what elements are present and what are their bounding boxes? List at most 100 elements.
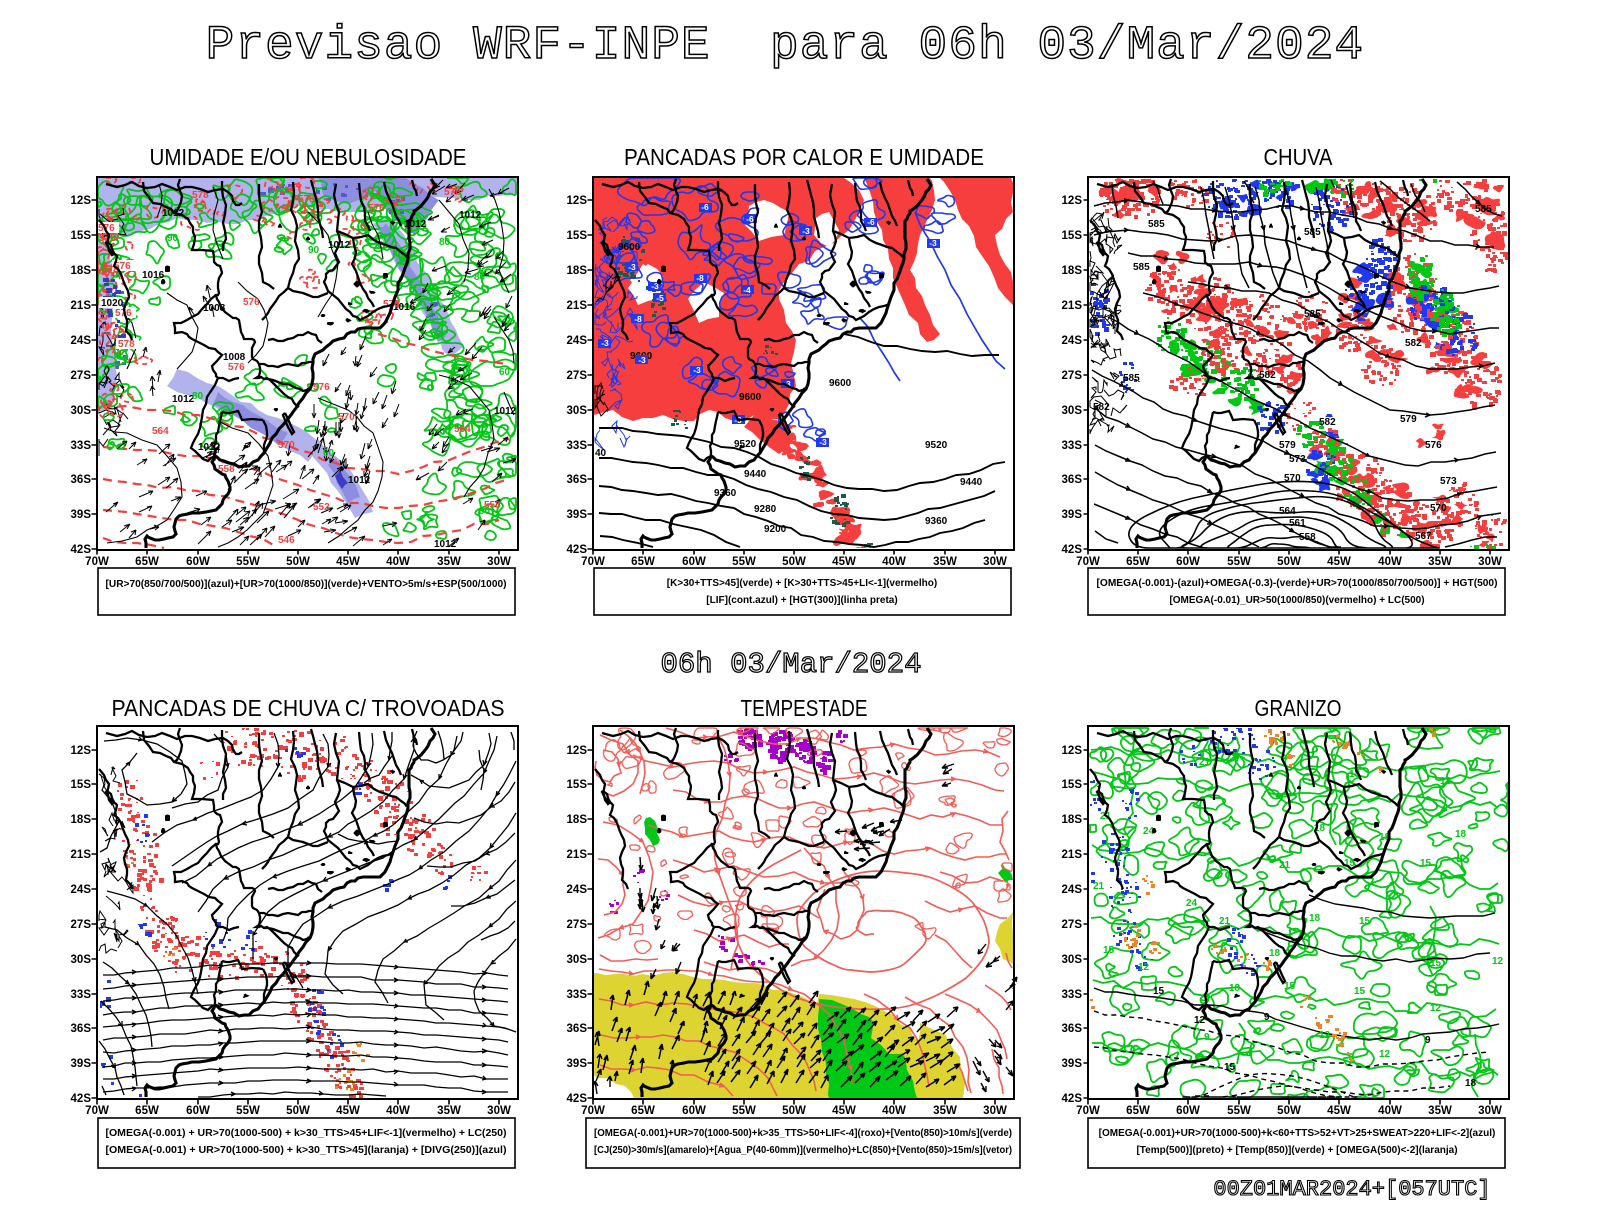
svg-text:80: 80 bbox=[192, 391, 204, 402]
svg-text:576: 576 bbox=[243, 297, 260, 308]
svg-text:585: 585 bbox=[1475, 204, 1492, 215]
svg-text:50W: 50W bbox=[286, 556, 310, 568]
svg-text:12S: 12S bbox=[1062, 745, 1083, 757]
svg-text:21S: 21S bbox=[71, 849, 92, 861]
svg-text:30W: 30W bbox=[487, 1105, 511, 1117]
svg-text:1012: 1012 bbox=[198, 442, 221, 453]
svg-text:50W: 50W bbox=[1277, 556, 1301, 568]
svg-text:1012: 1012 bbox=[434, 539, 457, 550]
svg-text:15S: 15S bbox=[71, 230, 92, 242]
svg-text:24S: 24S bbox=[567, 884, 588, 896]
svg-text:21: 21 bbox=[1093, 881, 1105, 892]
svg-text:30S: 30S bbox=[567, 405, 588, 417]
svg-text:9280: 9280 bbox=[754, 504, 777, 515]
svg-text:40: 40 bbox=[595, 448, 607, 459]
svg-text:1016: 1016 bbox=[393, 302, 416, 313]
svg-text:576: 576 bbox=[228, 362, 245, 373]
svg-text:90: 90 bbox=[167, 233, 179, 244]
svg-text:24S: 24S bbox=[567, 335, 588, 347]
svg-text:[OMEGA(-0.001)-(azul)+OMEGA(-0: [OMEGA(-0.001)-(azul)+OMEGA(-0.3)-(verde… bbox=[1097, 578, 1498, 589]
svg-text:50W: 50W bbox=[782, 556, 806, 568]
svg-text:33S: 33S bbox=[71, 440, 92, 452]
svg-text:39S: 39S bbox=[567, 509, 588, 521]
svg-text:40W: 40W bbox=[1378, 556, 1402, 568]
svg-text:576: 576 bbox=[313, 382, 330, 393]
svg-text:15S: 15S bbox=[1062, 779, 1083, 791]
svg-text:45W: 45W bbox=[1327, 556, 1351, 568]
svg-text:24S: 24S bbox=[1062, 884, 1083, 896]
svg-text:55W: 55W bbox=[236, 556, 260, 568]
svg-text:558: 558 bbox=[484, 500, 501, 511]
svg-text:60W: 60W bbox=[186, 1105, 210, 1117]
svg-text:1012: 1012 bbox=[348, 475, 371, 486]
svg-text:570: 570 bbox=[1430, 503, 1447, 514]
svg-text:582: 582 bbox=[1319, 417, 1336, 428]
svg-text:18: 18 bbox=[1455, 829, 1467, 840]
svg-text:35W: 35W bbox=[933, 1105, 957, 1117]
svg-text:42S: 42S bbox=[567, 1093, 588, 1105]
svg-text:45W: 45W bbox=[336, 1105, 360, 1117]
svg-text:27S: 27S bbox=[567, 370, 588, 382]
svg-text:9: 9 bbox=[1264, 1012, 1270, 1023]
svg-text:06h 03/Mar/2024: 06h 03/Mar/2024 bbox=[660, 648, 921, 681]
svg-text:12: 12 bbox=[1194, 1015, 1206, 1026]
svg-text:558: 558 bbox=[218, 464, 235, 475]
svg-text:60W: 60W bbox=[682, 556, 706, 568]
svg-text:9600: 9600 bbox=[739, 392, 762, 403]
svg-text:70W: 70W bbox=[85, 556, 109, 568]
svg-text:-3: -3 bbox=[638, 355, 646, 365]
svg-text:70W: 70W bbox=[581, 1105, 605, 1117]
svg-text:18S: 18S bbox=[71, 814, 92, 826]
svg-text:546: 546 bbox=[278, 535, 295, 546]
svg-text:-3: -3 bbox=[783, 379, 791, 389]
svg-text:55W: 55W bbox=[732, 556, 756, 568]
svg-text:18S: 18S bbox=[1062, 814, 1083, 826]
svg-text:576: 576 bbox=[368, 203, 385, 214]
svg-text:579: 579 bbox=[1279, 440, 1296, 451]
svg-text:585: 585 bbox=[1123, 373, 1140, 384]
svg-text:[OMEGA(-0.001)+UR>70(1000-500): [OMEGA(-0.001)+UR>70(1000-500)+k>35_TTS>… bbox=[594, 1128, 1012, 1139]
svg-text:CHUVA: CHUVA bbox=[1264, 144, 1334, 170]
svg-text:15S: 15S bbox=[1062, 230, 1083, 242]
svg-text:40W: 40W bbox=[386, 556, 410, 568]
svg-text:42S: 42S bbox=[71, 1093, 92, 1105]
svg-text:90: 90 bbox=[308, 245, 320, 256]
svg-text:35W: 35W bbox=[933, 556, 957, 568]
svg-text:576: 576 bbox=[115, 308, 132, 319]
svg-text:578: 578 bbox=[298, 194, 315, 205]
svg-text:-3: -3 bbox=[651, 281, 659, 291]
svg-text:65W: 65W bbox=[135, 1105, 159, 1117]
svg-text:9200: 9200 bbox=[764, 524, 787, 535]
svg-text:573: 573 bbox=[1440, 476, 1457, 487]
svg-text:18S: 18S bbox=[567, 814, 588, 826]
svg-text:21S: 21S bbox=[567, 849, 588, 861]
svg-text:24S: 24S bbox=[71, 335, 92, 347]
svg-text:1020: 1020 bbox=[101, 298, 124, 309]
svg-text:70W: 70W bbox=[1076, 556, 1100, 568]
svg-text:30W: 30W bbox=[983, 1105, 1007, 1117]
svg-text:1008: 1008 bbox=[223, 352, 246, 363]
svg-text:24: 24 bbox=[1143, 826, 1155, 837]
svg-text:582: 582 bbox=[1405, 338, 1422, 349]
svg-text:27S: 27S bbox=[1062, 370, 1083, 382]
svg-text:561: 561 bbox=[1289, 518, 1306, 529]
svg-text:570: 570 bbox=[1284, 473, 1301, 484]
svg-text:-3: -3 bbox=[693, 365, 701, 375]
svg-text:578: 578 bbox=[192, 190, 209, 201]
svg-text:33S: 33S bbox=[567, 989, 588, 1001]
svg-text:1008: 1008 bbox=[203, 303, 226, 314]
svg-text:15: 15 bbox=[1359, 916, 1371, 927]
svg-text:50W: 50W bbox=[1277, 1105, 1301, 1117]
svg-text:9440: 9440 bbox=[744, 469, 767, 480]
svg-text:558: 558 bbox=[1299, 532, 1316, 543]
svg-text:55W: 55W bbox=[732, 1105, 756, 1117]
svg-text:30W: 30W bbox=[983, 556, 1007, 568]
svg-text:21: 21 bbox=[1199, 757, 1211, 768]
svg-text:9360: 9360 bbox=[925, 516, 948, 527]
svg-text:60W: 60W bbox=[1176, 556, 1200, 568]
svg-text:18: 18 bbox=[1349, 769, 1361, 780]
svg-text:15S: 15S bbox=[71, 779, 92, 791]
svg-text:1012: 1012 bbox=[404, 219, 427, 230]
svg-text:45W: 45W bbox=[1327, 1105, 1351, 1117]
svg-text:578: 578 bbox=[444, 187, 461, 198]
